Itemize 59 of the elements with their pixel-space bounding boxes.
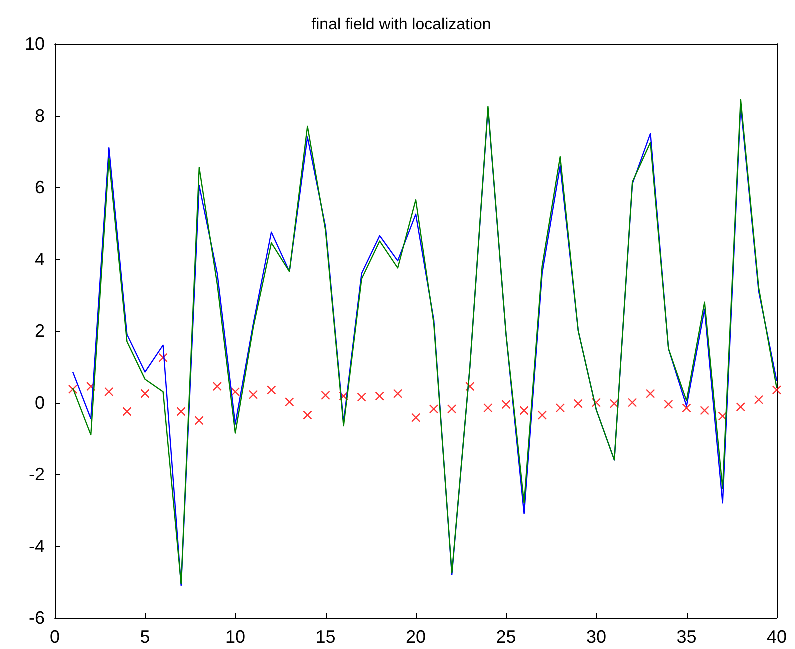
point bbox=[484, 404, 493, 413]
x-tick-label: 30 bbox=[586, 627, 607, 647]
point bbox=[357, 392, 366, 402]
point bbox=[718, 412, 728, 421]
point bbox=[736, 402, 746, 412]
x-tick-label: 10 bbox=[225, 627, 246, 647]
point bbox=[267, 386, 276, 395]
x-tick-label: 20 bbox=[406, 627, 426, 647]
point bbox=[448, 404, 457, 414]
point bbox=[772, 386, 782, 395]
y-tick-label: -6 bbox=[28, 608, 45, 628]
point bbox=[556, 404, 565, 413]
point bbox=[212, 382, 222, 392]
point bbox=[375, 392, 384, 401]
y-tick-label: -4 bbox=[28, 536, 45, 556]
x-tick-label: 0 bbox=[50, 627, 60, 647]
y-tick-label: 0 bbox=[34, 392, 45, 413]
point bbox=[194, 416, 204, 426]
y-tick-label: 8 bbox=[34, 106, 45, 126]
point bbox=[754, 395, 764, 404]
point bbox=[86, 382, 96, 392]
point bbox=[303, 410, 312, 420]
point bbox=[104, 387, 114, 397]
x-tick-label: 25 bbox=[496, 627, 516, 647]
x-tick-label: 35 bbox=[676, 627, 697, 647]
point bbox=[176, 407, 186, 416]
point bbox=[339, 392, 348, 401]
y-tick-label: 2 bbox=[34, 321, 45, 341]
point bbox=[646, 389, 656, 398]
point bbox=[466, 382, 475, 392]
chart-title: final field with localization bbox=[312, 16, 492, 34]
point bbox=[248, 390, 258, 400]
point bbox=[393, 389, 403, 398]
point bbox=[321, 390, 330, 400]
point bbox=[700, 406, 710, 416]
y-tick-label: 10 bbox=[24, 34, 45, 54]
point bbox=[158, 353, 168, 363]
x-tick-label: 15 bbox=[316, 627, 336, 647]
y-tick-label: 6 bbox=[34, 178, 45, 198]
point bbox=[68, 384, 78, 394]
point bbox=[592, 398, 602, 408]
x-tick-label: 40 bbox=[766, 627, 788, 647]
point bbox=[664, 400, 674, 410]
point bbox=[502, 400, 511, 410]
y-tick-label: 4 bbox=[34, 249, 45, 270]
x-tick-label: 5 bbox=[140, 627, 150, 647]
y-tick-label: -2 bbox=[28, 464, 45, 484]
point bbox=[520, 406, 529, 416]
point bbox=[429, 404, 439, 414]
point bbox=[574, 399, 584, 408]
point bbox=[610, 399, 620, 408]
point bbox=[122, 407, 132, 416]
point bbox=[682, 404, 692, 413]
point bbox=[538, 410, 547, 420]
point bbox=[140, 389, 150, 398]
point bbox=[411, 413, 421, 422]
point bbox=[230, 387, 240, 397]
point bbox=[285, 397, 294, 407]
point bbox=[628, 398, 638, 408]
